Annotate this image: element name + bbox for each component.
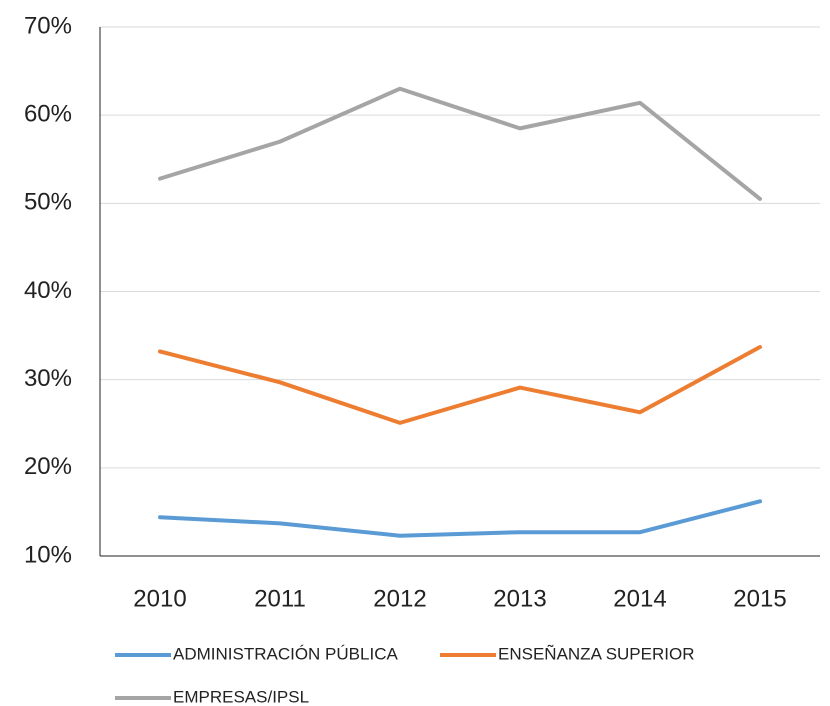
legend-label: EMPRESAS/IPSL [173,687,309,706]
y-tick-label: 50% [24,189,72,216]
y-tick-label: 30% [24,365,72,392]
y-tick-label: 60% [24,101,72,128]
series-line [158,499,762,538]
y-tick-label: 20% [24,453,72,480]
series-line [158,345,762,425]
series-line [158,86,762,201]
x-tick-label: 2014 [613,585,666,612]
y-tick-label: 70% [24,12,72,39]
x-tick-label: 2015 [733,585,786,612]
x-tick-label: 2012 [373,585,426,612]
x-tick-label: 2013 [493,585,546,612]
legend-label: ADMINISTRACIÓN PÚBLICA [173,644,398,663]
y-tick-label: 40% [24,277,72,304]
legend-label: ENSEÑANZA SUPERIOR [498,644,695,663]
y-tick-label: 10% [24,541,72,568]
x-tick-label: 2010 [133,585,186,612]
x-tick-label: 2011 [254,585,306,612]
